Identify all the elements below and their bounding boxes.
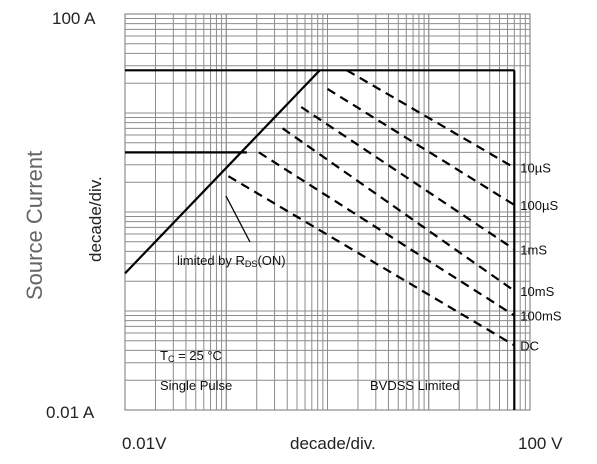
plot-frame (124, 13, 531, 411)
pulse-label-3: 10mS (520, 284, 554, 299)
rds-label-sub: DS (245, 259, 258, 269)
pulse-line-4 (258, 151, 515, 317)
bvdss-label: BVDSS Limited (370, 378, 460, 393)
pulse-line-5 (227, 175, 515, 347)
grid-lines (124, 13, 531, 411)
y-axis-label: decade/div. (86, 176, 105, 262)
y-axis-outer-label: Source Current (22, 151, 47, 300)
pulse-labels: 10µS 100µS 1mS 10mS 100mS DC (520, 161, 562, 354)
pulse-lines (227, 69, 515, 347)
tc-label-sub: C (168, 354, 175, 364)
limit-lines (124, 69, 516, 410)
x-tick-max: 100 V (518, 434, 563, 453)
rds-leader-line (225, 195, 251, 243)
pulse-line-3 (281, 127, 515, 292)
tc-label: TC = 25 °C (160, 348, 222, 364)
pulse-label-1: 100µS (520, 198, 558, 213)
tc-label-suffix: = 25 °C (174, 348, 221, 363)
rds-label-suffix: (ON) (257, 253, 285, 268)
single-pulse-label: Single Pulse (160, 378, 232, 393)
rds-label: limited by RDS(ON) (177, 253, 286, 269)
rds-label-prefix: limited by R (177, 253, 245, 268)
pulse-line-1 (326, 87, 515, 206)
pulse-label-4: 100mS (520, 309, 562, 324)
limit-line-0 (124, 69, 321, 275)
pulse-line-0 (346, 69, 515, 169)
pulse-label-0: 10µS (520, 161, 551, 176)
x-tick-min: 0.01V (122, 434, 167, 453)
y-tick-max: 100 A (52, 9, 96, 28)
y-tick-min: 0.01 A (46, 403, 95, 422)
x-axis-label: decade/div. (290, 434, 376, 453)
pulse-label-2: 1mS (520, 242, 547, 257)
tc-label-prefix: T (160, 348, 168, 363)
pulse-line-2 (300, 106, 515, 251)
pulse-label-5: DC (520, 338, 539, 353)
